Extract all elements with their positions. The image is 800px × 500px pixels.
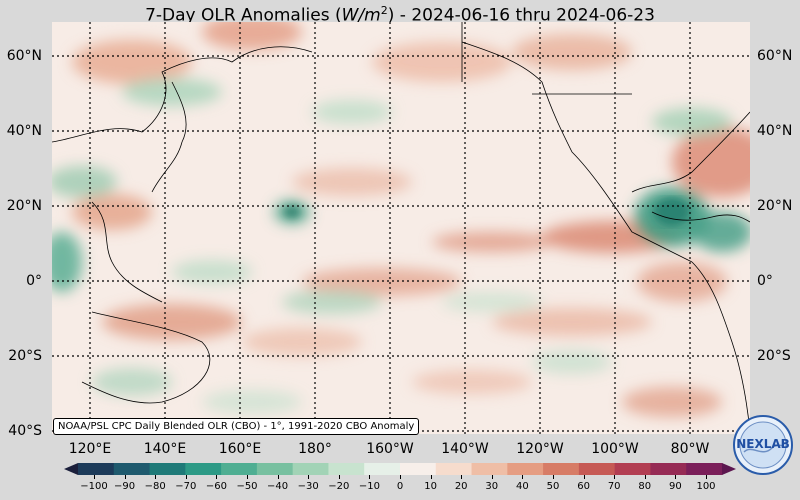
lon-label: 120°W <box>516 441 564 457</box>
colorbar-tick-mark <box>277 475 279 479</box>
colorbar-tick-label: 10 <box>424 481 437 492</box>
colorbar-tick-mark <box>583 475 585 479</box>
colorbar-segment <box>543 463 580 475</box>
svg-text:NEXLAB: NEXLAB <box>736 437 790 451</box>
colorbar-tick-label: 90 <box>669 481 682 492</box>
colorbar-tick-label: −100 <box>80 481 108 492</box>
colorbar-tick-mark <box>430 475 432 479</box>
colorbar-tick-mark <box>369 475 371 479</box>
colorbar-segment <box>292 463 329 475</box>
lat-label-right: 60°N <box>757 48 793 64</box>
colorbar-tick-label: −90 <box>114 481 136 492</box>
lat-label-right: 20°S <box>757 348 791 364</box>
colorbar-tick-label: 30 <box>485 481 499 492</box>
colorbar-segment <box>400 463 437 475</box>
colorbar-tick-mark <box>491 475 493 479</box>
colorbar-tick-mark <box>94 475 95 479</box>
colorbar-segment <box>328 463 365 475</box>
colorbar-extend-max <box>722 463 736 475</box>
colorbar-tick-label: −70 <box>175 481 197 492</box>
colorbar-tick-label: 40 <box>516 481 529 492</box>
data-source-note: NOAA/PSL CPC Daily Blended OLR (CBO) - 1… <box>53 418 420 435</box>
colorbar-segment <box>364 463 401 475</box>
colorbar-extend-min <box>64 463 78 475</box>
lon-label: 100°W <box>591 441 639 457</box>
colorbar-tick-mark <box>675 475 677 479</box>
colorbar-tick-mark <box>216 475 218 479</box>
colorbar <box>64 463 736 475</box>
colorbar-tick-mark <box>247 475 248 479</box>
colorbar-segment <box>650 463 687 475</box>
colorbar-tick-label: −50 <box>236 481 258 492</box>
colorbar-segment <box>113 463 151 475</box>
anomaly-field <box>52 22 750 417</box>
colorbar-tick-mark <box>553 475 554 479</box>
colorbar-tick-mark <box>124 475 126 479</box>
lon-label: 120°E <box>68 441 112 457</box>
lat-label-right: 0° <box>757 273 773 289</box>
graticule <box>52 22 750 434</box>
colorbar-segment <box>686 463 723 475</box>
colorbar-tick-label: 20 <box>454 481 468 492</box>
colorbar-tick-label: 100 <box>696 481 716 492</box>
lon-label: 140°E <box>143 441 187 457</box>
lat-label-left: 20°N <box>6 198 42 214</box>
colorbar-tick-label: 80 <box>638 481 652 492</box>
colorbar-tick-mark <box>338 475 340 479</box>
lat-label-left: 20°S <box>8 348 42 364</box>
colorbar-tick-mark <box>461 475 463 479</box>
colorbar-segment <box>614 463 651 475</box>
colorbar-segment <box>149 463 186 475</box>
colorbar-tick-mark <box>614 475 616 479</box>
colorbar-tick-mark <box>400 475 401 479</box>
lat-label-right: 20°N <box>757 198 793 214</box>
colorbar-tick-mark <box>706 475 707 479</box>
lat-label-left: 60°N <box>6 48 42 64</box>
lon-label: 140°W <box>441 441 489 457</box>
coastlines <box>52 22 750 433</box>
colorbar-segment <box>256 463 294 475</box>
colorbar-tick-label: 60 <box>577 481 590 492</box>
lat-label-right: 40°N <box>757 123 793 139</box>
colorbar-tick-mark <box>308 475 310 479</box>
colorbar-segment <box>221 463 258 475</box>
colorbar-segment <box>507 463 544 475</box>
lat-label-left: 40°S <box>8 423 42 439</box>
lat-label-left: 0° <box>26 273 42 289</box>
colorbar-tick-label: −10 <box>358 481 380 492</box>
colorbar-tick-label: −40 <box>267 481 289 492</box>
olr-anomaly-map <box>52 22 750 434</box>
colorbar-tick-mark <box>644 475 646 479</box>
colorbar-segment <box>578 463 616 475</box>
colorbar-segment <box>471 463 508 475</box>
colorbar-tick-label: 70 <box>607 481 621 492</box>
lon-label: 160°E <box>218 441 262 457</box>
nexlab-logo: NEXLAB <box>733 415 793 475</box>
colorbar-tick-mark <box>155 475 157 479</box>
colorbar-tick-mark <box>522 475 524 479</box>
colorbar-segment <box>185 463 222 475</box>
lon-label: 160°W <box>366 441 414 457</box>
colorbar-tick-label: 0 <box>396 481 404 492</box>
lon-label: 80°W <box>670 441 710 457</box>
colorbar-tick-label: −80 <box>144 481 166 492</box>
colorbar-tick-label: −30 <box>297 481 319 492</box>
lat-label-left: 40°N <box>6 123 42 139</box>
colorbar-tick-label: −60 <box>205 481 227 492</box>
colorbar-tick-label: 50 <box>546 481 560 492</box>
lon-label: 180° <box>298 441 332 457</box>
colorbar-tick-mark <box>185 475 187 479</box>
map-title: 7-Day OLR Anomalies (W/m2) - 2024-06-16 … <box>145 4 655 26</box>
colorbar-tick-label: −20 <box>328 481 350 492</box>
colorbar-segment <box>435 463 473 475</box>
colorbar-segment <box>78 463 115 475</box>
